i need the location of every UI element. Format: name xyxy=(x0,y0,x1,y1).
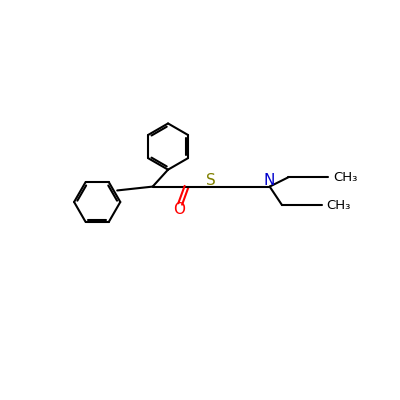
Text: S: S xyxy=(206,173,216,188)
Text: O: O xyxy=(173,202,185,217)
Text: N: N xyxy=(264,173,275,188)
Text: CH₃: CH₃ xyxy=(327,198,351,212)
Text: CH₃: CH₃ xyxy=(333,171,357,184)
